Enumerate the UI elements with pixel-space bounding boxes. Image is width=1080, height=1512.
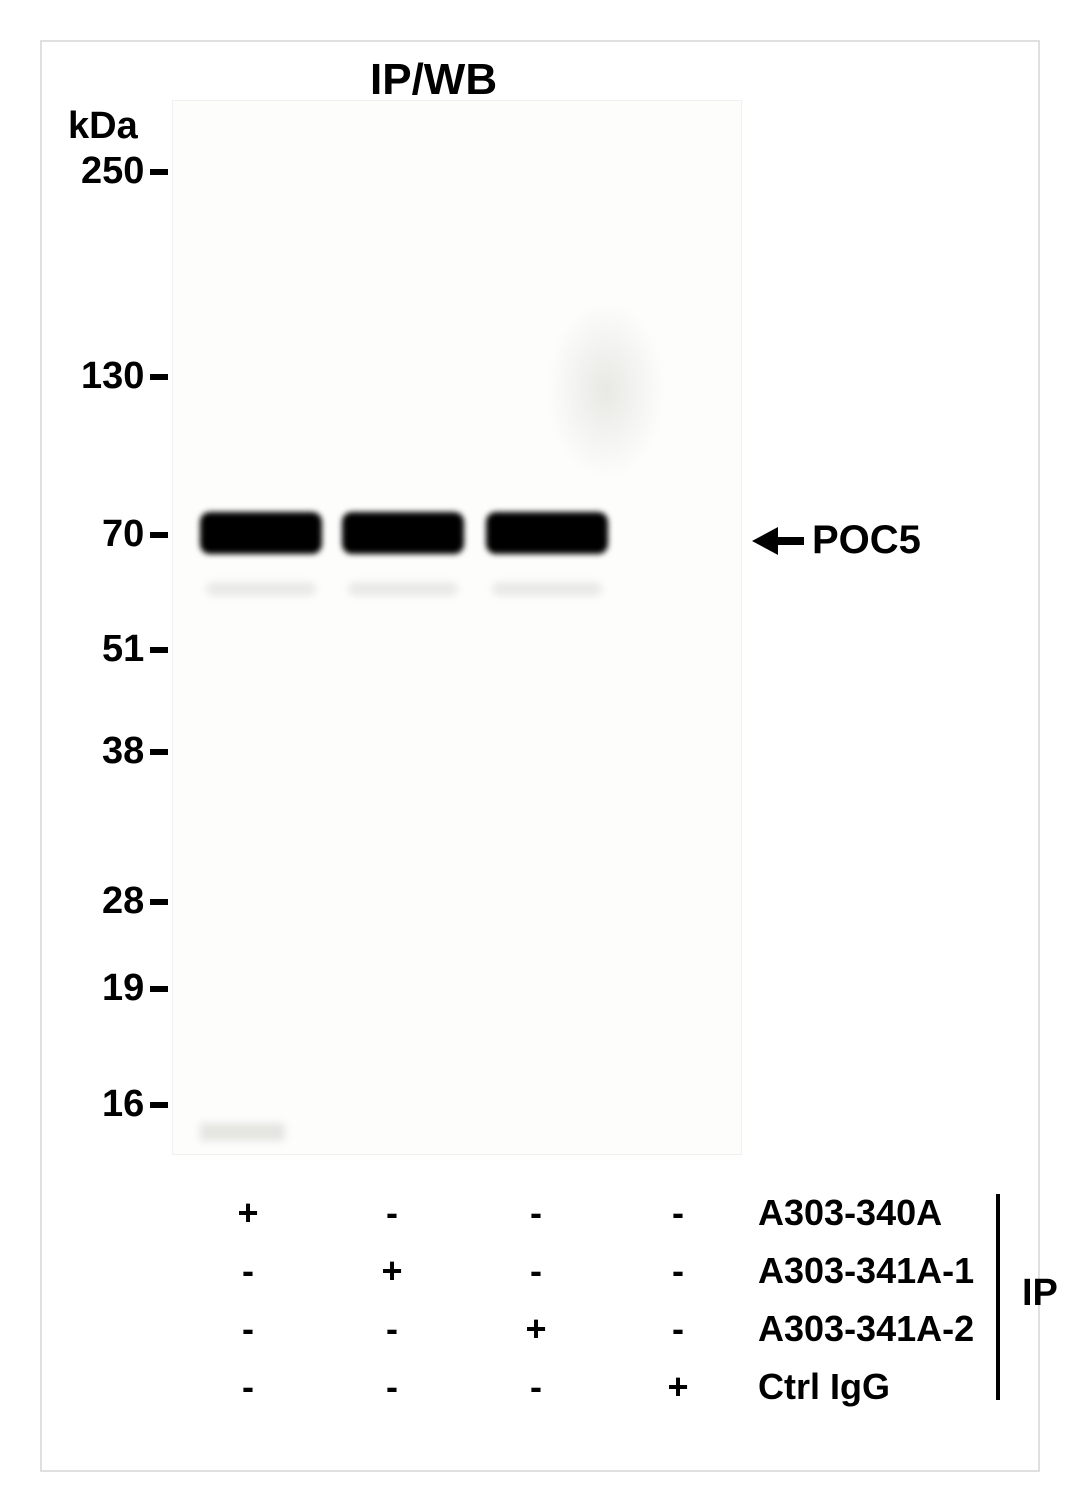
mw-tick xyxy=(150,169,168,175)
legend-row-label: Ctrl IgG xyxy=(758,1366,890,1408)
blot-membrane xyxy=(172,100,742,1155)
figure-title: IP/WB xyxy=(370,55,497,105)
legend-mark: - xyxy=(516,1192,556,1234)
legend-mark: - xyxy=(228,1250,268,1292)
legend-mark: - xyxy=(372,1366,412,1408)
band-label: POC5 xyxy=(812,518,921,563)
arrow-head-icon xyxy=(752,527,778,555)
mw-tick xyxy=(150,647,168,653)
mw-tick xyxy=(150,986,168,992)
mw-marker-label: 19 xyxy=(102,967,144,1010)
legend-mark: + xyxy=(228,1192,268,1234)
legend-mark: - xyxy=(658,1250,698,1292)
legend-mark: - xyxy=(658,1308,698,1350)
legend-mark: - xyxy=(372,1308,412,1350)
legend-mark: - xyxy=(228,1366,268,1408)
protein-band xyxy=(200,512,322,554)
mw-tick xyxy=(150,749,168,755)
legend-mark: - xyxy=(516,1366,556,1408)
mw-marker: 51 xyxy=(102,628,168,671)
legend-mark: + xyxy=(372,1250,412,1292)
mw-marker-label: 16 xyxy=(102,1083,144,1126)
mw-marker-label: 51 xyxy=(102,628,144,671)
mw-marker: 70 xyxy=(102,513,168,556)
mw-marker: 19 xyxy=(102,967,168,1010)
protein-band xyxy=(342,512,464,554)
legend-mark: + xyxy=(516,1308,556,1350)
legend-mark: - xyxy=(372,1192,412,1234)
legend-mark: - xyxy=(658,1192,698,1234)
bracket-line xyxy=(996,1194,1000,1400)
band-arrow: POC5 xyxy=(752,518,921,563)
legend-row-label: A303-341A-2 xyxy=(758,1308,974,1350)
protein-band xyxy=(486,512,608,554)
mw-marker-label: 28 xyxy=(102,880,144,923)
mw-marker-label: 70 xyxy=(102,513,144,556)
mw-tick xyxy=(150,1102,168,1108)
mw-marker-label: 130 xyxy=(81,355,144,398)
mw-marker: 28 xyxy=(102,880,168,923)
kda-axis-label: kDa xyxy=(68,105,138,148)
mw-marker: 16 xyxy=(102,1083,168,1126)
ip-group-label: IP xyxy=(1022,1272,1058,1315)
mw-marker: 38 xyxy=(102,730,168,773)
smudge-band xyxy=(200,1123,285,1141)
arrow-line xyxy=(778,537,804,545)
legend-row-label: A303-341A-1 xyxy=(758,1250,974,1292)
legend-mark: - xyxy=(516,1250,556,1292)
mw-tick xyxy=(150,899,168,905)
mw-marker: 250 xyxy=(81,150,168,193)
faint-band xyxy=(348,582,458,596)
faint-band xyxy=(206,582,316,596)
mw-tick xyxy=(150,532,168,538)
legend-mark: + xyxy=(658,1366,698,1408)
mw-tick xyxy=(150,374,168,380)
legend-row-label: A303-340A xyxy=(758,1192,942,1234)
legend-mark: - xyxy=(228,1308,268,1350)
mw-marker: 130 xyxy=(81,355,168,398)
bg-smudge xyxy=(546,300,666,480)
mw-marker-label: 250 xyxy=(81,150,144,193)
mw-marker-label: 38 xyxy=(102,730,144,773)
faint-band xyxy=(492,582,602,596)
